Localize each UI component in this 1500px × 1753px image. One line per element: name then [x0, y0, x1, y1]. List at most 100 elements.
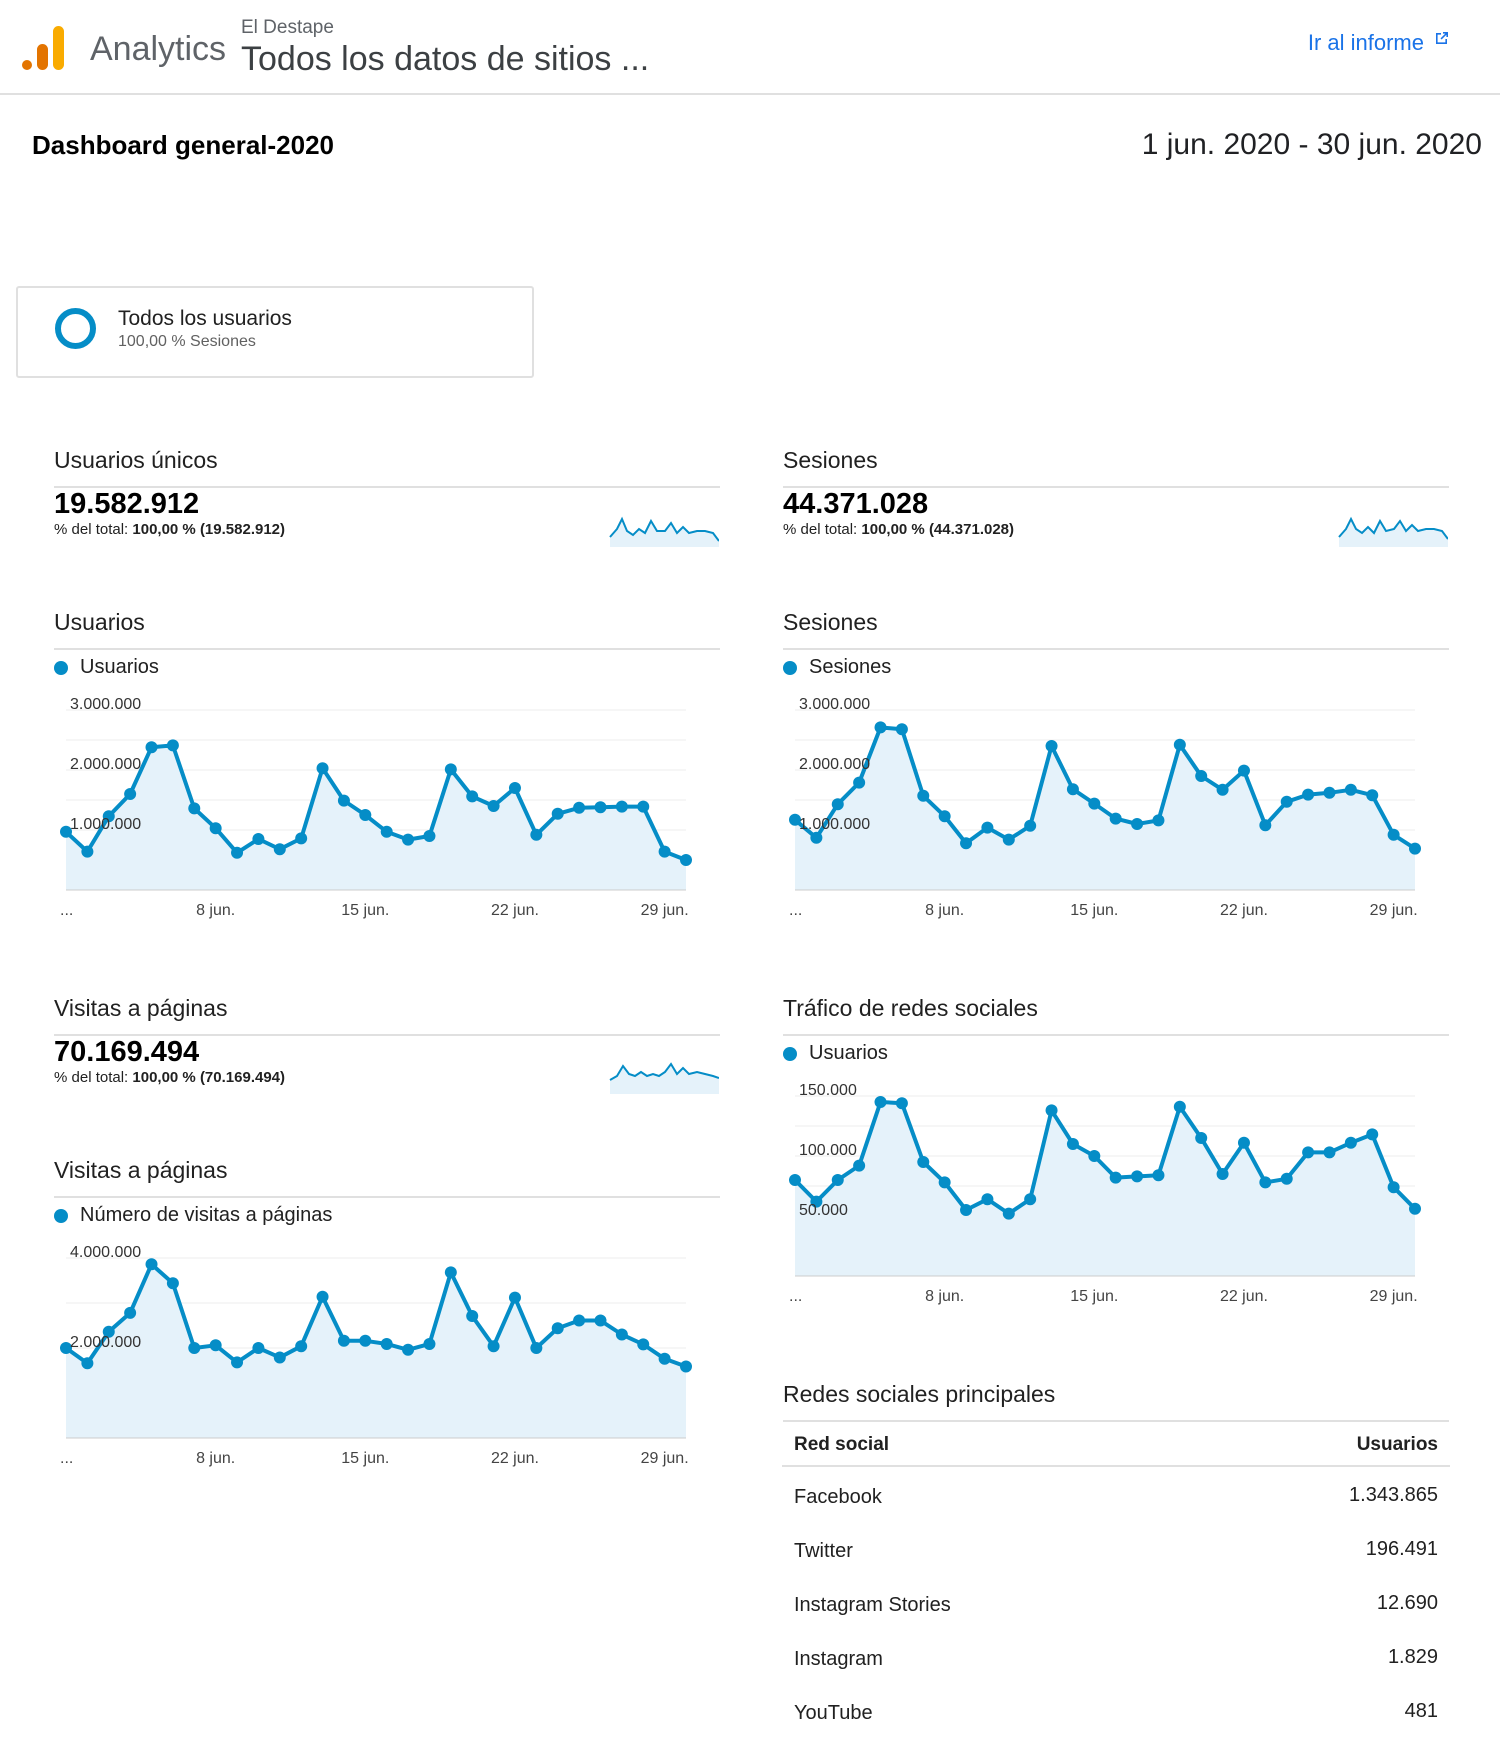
data-point — [637, 1338, 650, 1351]
product-name: Analytics — [90, 30, 227, 68]
date-range[interactable]: 1 jun. 2020 - 30 jun. 2020 — [1141, 128, 1482, 161]
sessions-chart-legend[interactable]: Sesiones — [783, 656, 891, 679]
data-point — [1259, 819, 1272, 832]
data-point — [295, 1340, 308, 1353]
widget-title-unique-users: Usuarios únicos — [54, 447, 218, 473]
x-tick-label: 8 jun. — [196, 1450, 235, 1467]
x-tick-label: 22 jun. — [1220, 1288, 1268, 1305]
y-tick-label: 2.000.000 — [70, 756, 141, 773]
data-point — [444, 1266, 457, 1279]
social-traffic-line-chart[interactable]: 50.000 100.000 150.000... 8 jun. 15 jun. 22 j… — [783, 1076, 1423, 1306]
social-network-name[interactable]: YouTube — [794, 1702, 873, 1724]
series-area — [66, 1264, 686, 1438]
data-point — [1002, 833, 1015, 846]
data-point — [316, 762, 329, 775]
data-point — [487, 800, 500, 812]
data-point — [1152, 1169, 1165, 1182]
data-point — [1259, 1176, 1272, 1189]
x-tick-label: ... — [60, 1450, 73, 1467]
social-network-name[interactable]: Facebook — [794, 1486, 882, 1508]
table-row: Facebook 1.343.865 — [782, 1472, 1450, 1526]
data-point — [637, 800, 650, 813]
data-point — [1323, 786, 1336, 799]
segment-card[interactable]: Todos los usuarios 100,00 % Sesiones — [16, 286, 534, 378]
data-point — [1387, 828, 1400, 841]
social-network-users: 12.690 — [1376, 1592, 1438, 1614]
pageviews-chart-legend[interactable]: Número de visitas a páginas — [54, 1204, 332, 1227]
data-point — [166, 739, 179, 752]
data-point — [1195, 1132, 1208, 1144]
data-point — [615, 1328, 628, 1341]
divider — [54, 486, 720, 488]
data-point — [658, 1352, 671, 1365]
legend-label: Usuarios — [809, 1042, 888, 1064]
data-point — [658, 845, 671, 858]
legend-label: Usuarios — [80, 656, 159, 678]
data-point — [444, 763, 457, 776]
sessions-sparkline — [1338, 516, 1448, 547]
divider — [783, 1034, 1449, 1036]
x-tick-label: 15 jun. — [341, 902, 389, 919]
data-point — [1366, 1128, 1379, 1141]
data-point — [81, 845, 94, 858]
data-point — [895, 723, 908, 736]
data-point — [1409, 1202, 1421, 1215]
data-point — [1024, 1193, 1037, 1206]
data-point — [466, 1310, 479, 1323]
x-tick-label: 29 jun. — [1370, 1288, 1418, 1305]
data-point — [1344, 1136, 1357, 1149]
data-point — [680, 854, 692, 866]
y-tick-label: 3.000.000 — [70, 696, 141, 713]
widget-title-pageviews-chart: Visitas a páginas — [54, 1157, 228, 1183]
social-network-name[interactable]: Instagram Stories — [794, 1594, 951, 1616]
analytics-logo[interactable] — [22, 26, 64, 70]
column-header-users[interactable]: Usuarios — [1356, 1434, 1438, 1455]
y-tick-label: 150.000 — [799, 1082, 857, 1099]
data-point — [316, 1290, 329, 1303]
data-point — [1387, 1181, 1400, 1194]
table-row: Twitter 196.491 — [782, 1526, 1450, 1580]
data-point — [102, 810, 115, 823]
widget-title-sessions-chart: Sesiones — [783, 609, 878, 635]
data-point — [124, 788, 137, 800]
data-point — [1088, 1150, 1101, 1162]
data-point — [231, 846, 244, 859]
data-point — [1195, 770, 1208, 782]
pageviews-value: 70.169.494 — [54, 1036, 200, 1068]
data-point — [789, 813, 801, 826]
dashboard-title: Dashboard general-2020 — [32, 130, 335, 160]
pageviews-line-chart[interactable]: 2.000.000 4.000.000... 8 jun. 15 jun. 22 jun… — [54, 1238, 694, 1468]
sessions-pct: % del total: 100,00 % (44.371.028) — [783, 521, 1014, 538]
sessions-line-chart[interactable]: 1.000.000 2.000.000 3.000.000... 8 jun. 15 j… — [783, 690, 1423, 920]
pct-label: % del total: — [783, 521, 858, 538]
x-tick-label: 8 jun. — [925, 1288, 964, 1305]
data-point — [530, 1342, 543, 1354]
x-tick-label: 8 jun. — [925, 902, 964, 919]
social-chart-legend[interactable]: Usuarios — [783, 1042, 888, 1065]
account-name[interactable]: El Destape — [241, 17, 334, 38]
users-line-chart[interactable]: 1.000.000 2.000.000 3.000.000... 8 jun. 15 j… — [54, 690, 694, 920]
column-header-social-network[interactable]: Red social — [794, 1434, 890, 1455]
y-tick-label: 50.000 — [799, 1202, 848, 1219]
table-row: Instagram 1.829 — [782, 1634, 1450, 1688]
data-point — [874, 1096, 887, 1108]
social-network-name[interactable]: Twitter — [794, 1540, 853, 1562]
data-point — [295, 832, 308, 845]
data-point — [188, 1342, 201, 1354]
data-point — [1109, 812, 1122, 825]
series-area — [795, 1102, 1415, 1276]
users-chart-legend[interactable]: Usuarios — [54, 656, 159, 679]
data-point — [917, 1156, 930, 1168]
view-selector[interactable]: Todos los datos de sitios ... — [241, 40, 650, 78]
go-to-report-link[interactable]: Ir al informe — [1308, 30, 1450, 56]
data-point — [981, 1193, 994, 1206]
data-point — [81, 1357, 94, 1370]
social-network-name[interactable]: Instagram — [794, 1648, 883, 1670]
data-point — [530, 828, 543, 841]
y-tick-label: 4.000.000 — [70, 1244, 141, 1261]
data-point — [573, 1314, 586, 1327]
unique-users-value: 19.582.912 — [54, 488, 200, 520]
x-tick-label: ... — [789, 1288, 802, 1305]
widget-title-sessions: Sesiones — [783, 447, 878, 473]
divider — [783, 486, 1449, 488]
